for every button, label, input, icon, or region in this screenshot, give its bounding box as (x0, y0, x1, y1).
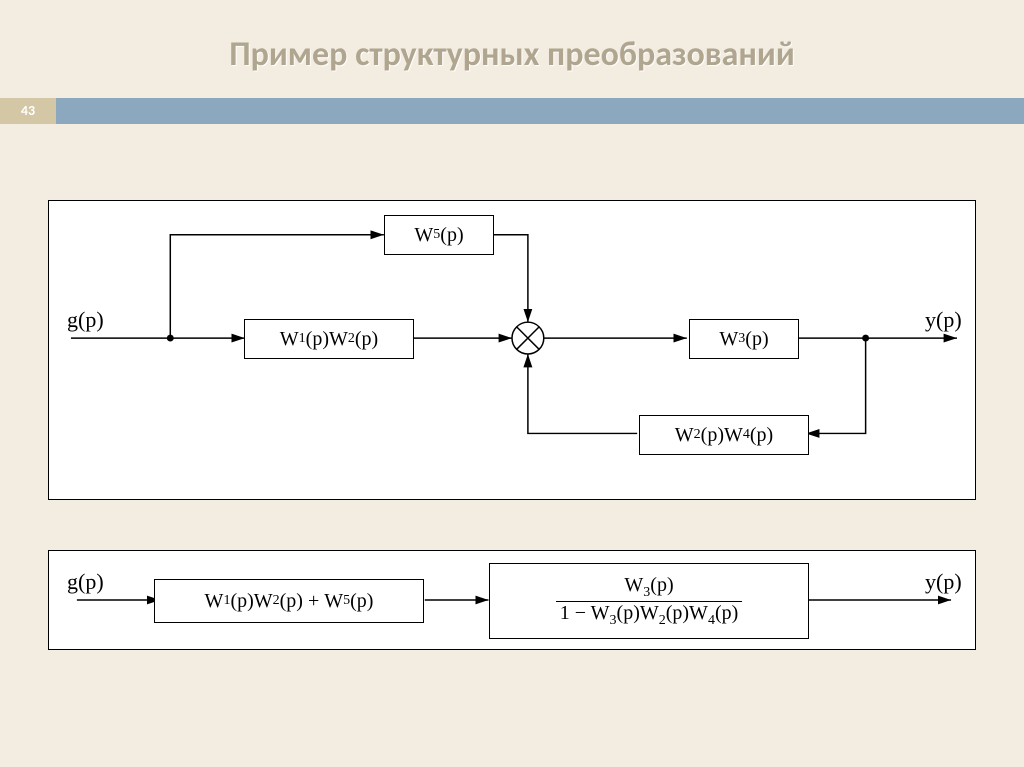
input-label: g(p) (67, 569, 104, 595)
block-feedback: W3(p) 1 − W3(p)W2(p)W4(p) (489, 563, 809, 639)
block-w3: W3(p) (689, 319, 799, 359)
page-number-badge: 43 (0, 98, 56, 124)
block-parallel: W1(p)W2(p) + W5(p) (154, 579, 424, 623)
diagram-panel-2: g(p) y(p) W1(p)W2(p) + W5(p) W3(p) 1 − W… (48, 550, 976, 650)
output-label: y(p) (925, 569, 962, 595)
block-w5: W5(p) (384, 215, 494, 255)
title-band (0, 98, 1024, 124)
block-w1w2: W1(p)W2(p) (244, 319, 414, 359)
input-label: g(p) (67, 307, 104, 333)
output-label: y(p) (925, 307, 962, 333)
node-icon (862, 335, 869, 342)
node-icon (167, 335, 174, 342)
summing-junction-icon (512, 322, 544, 354)
page-title: Пример структурных преобразований (0, 0, 1024, 75)
block-w2w4: W2(p)W4(p) (639, 415, 809, 455)
diagram1-svg (49, 201, 975, 499)
diagram-panel-1: g(p) y(p) W5(p) W1(p)W2(p) W3(p) W2(p)W4… (48, 200, 976, 500)
